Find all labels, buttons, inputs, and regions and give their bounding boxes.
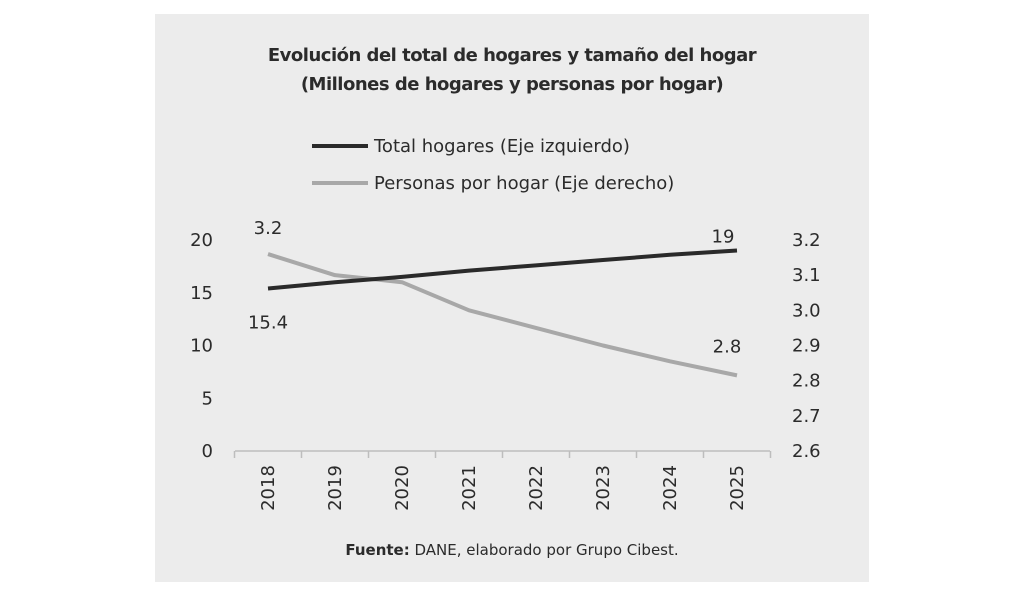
series-line-total-hogares: [267, 248, 738, 291]
y-left-tick-label: 0: [202, 441, 213, 462]
source-text: DANE, elaborado por Grupo Cibest.: [410, 541, 679, 559]
y-right-tick-label: 2.8: [792, 371, 821, 392]
chart: Evolución del total de hogares y tamaño …: [190, 45, 821, 559]
x-tick-label: 2023: [593, 465, 614, 511]
x-tick-label: 2018: [258, 465, 279, 511]
chart-subtitle: (Millones de hogares y personas por hoga…: [301, 74, 723, 95]
data-labels: 15.4 19 3.2 2.8: [248, 218, 741, 357]
y-left-tick-label: 20: [190, 230, 213, 251]
legend-label-total-hogares: Total hogares (Eje izquierdo): [373, 136, 630, 157]
y-right-tick-label: 3.0: [792, 300, 821, 321]
data-label-total-hogares-last: 19: [712, 227, 735, 248]
series-line-personas-por-hogar: [267, 252, 738, 378]
y-right-tick-label: 2.7: [792, 406, 821, 427]
y-right-tick-label: 2.6: [792, 441, 821, 462]
y-right-tick-label: 3.1: [792, 265, 821, 286]
x-tick-label: 2019: [325, 465, 346, 511]
chart-panel: Evolución del total de hogares y tamaño …: [155, 14, 869, 582]
y-axis-right: 2.6 2.7 2.8 2.9 3.0 3.1 3.2: [792, 230, 821, 462]
data-label-personas-por-hogar-last: 2.8: [713, 336, 742, 357]
y-right-tick-label: 2.9: [792, 336, 821, 357]
x-tick-label: 2021: [459, 465, 480, 511]
y-left-tick-label: 10: [190, 336, 213, 357]
x-tick-label: 2024: [660, 465, 681, 511]
x-tick-label: 2020: [392, 465, 413, 511]
legend-label-personas-por-hogar: Personas por hogar (Eje derecho): [374, 173, 674, 194]
series-layer: [267, 248, 738, 378]
chart-title: Evolución del total de hogares y tamaño …: [268, 45, 757, 66]
legend: Total hogares (Eje izquierdo) Personas p…: [312, 136, 674, 194]
y-left-tick-label: 5: [202, 388, 213, 409]
data-label-personas-por-hogar-first: 3.2: [254, 218, 283, 239]
x-tick-label: 2025: [727, 465, 748, 511]
x-tick-label: 2022: [526, 465, 547, 511]
y-left-tick-label: 15: [190, 283, 213, 304]
x-axis: 2018 2019 2020 2021 2022 2023 2024 2025: [233, 451, 772, 511]
source-note: Fuente: DANE, elaborado por Grupo Cibest…: [345, 541, 678, 559]
data-label-total-hogares-first: 15.4: [248, 313, 288, 334]
y-right-tick-label: 3.2: [792, 230, 821, 251]
y-axis-left: 0 5 10 15 20: [190, 230, 213, 462]
source-label: Fuente:: [345, 541, 409, 559]
